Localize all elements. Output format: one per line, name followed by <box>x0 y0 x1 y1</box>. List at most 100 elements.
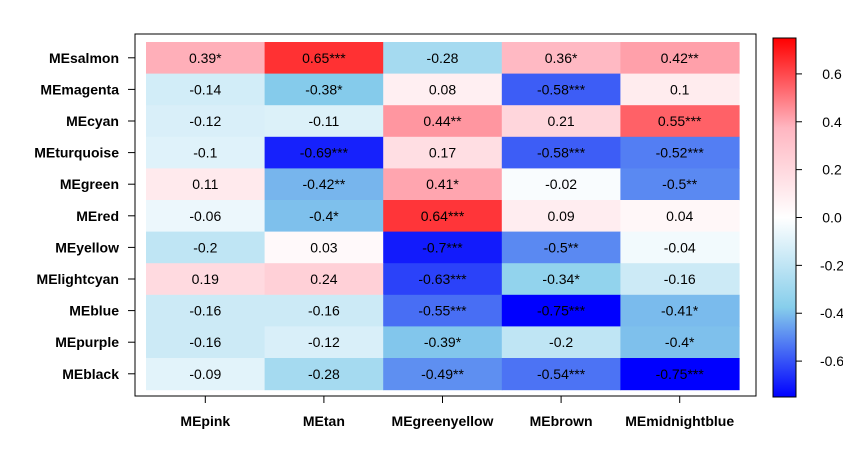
heatmap-cell <box>264 168 384 201</box>
row-label: MEblack <box>62 366 119 382</box>
heatmap-cell <box>383 105 503 138</box>
cell-value-label: 0.44** <box>423 113 462 129</box>
heatmap-cell <box>146 231 266 264</box>
cell-value-label: -0.58*** <box>537 145 586 161</box>
cell-value-label: -0.28 <box>427 50 459 66</box>
row-label: MEsalmon <box>49 50 119 66</box>
cell-value-label: -0.38* <box>305 81 343 97</box>
heatmap-cell <box>383 358 503 391</box>
cell-value-label: -0.04 <box>664 239 696 255</box>
row-label: MEpurple <box>55 334 119 350</box>
heatmap-cell <box>620 168 740 201</box>
heatmap-cell <box>146 168 266 201</box>
colorbar-gradient <box>772 37 797 398</box>
cell-value-label: 0.65*** <box>302 50 346 66</box>
heatmap-cell <box>501 326 621 359</box>
heatmap-cell <box>383 294 503 327</box>
heatmap-cell <box>620 200 740 233</box>
cell-value-label: -0.12 <box>308 334 340 350</box>
cell-value-label: 0.09 <box>547 208 574 224</box>
cell-value-label: -0.39* <box>424 334 462 350</box>
column-label: MEbrown <box>530 413 593 429</box>
cell-value-label: -0.75*** <box>656 366 705 382</box>
cell-value-label: 0.21 <box>547 113 574 129</box>
heatmap-cell <box>501 42 621 75</box>
heatmap-cell <box>383 42 503 75</box>
heatmap-cell <box>501 231 621 264</box>
heatmap-cell <box>264 136 384 169</box>
heatmap-cell <box>264 200 384 233</box>
colorbar-tick-label: -0.6 <box>820 353 843 369</box>
cell-value-label: -0.09 <box>189 366 221 382</box>
cell-value-label: 0.55*** <box>658 113 702 129</box>
cell-value-label: -0.2 <box>193 239 217 255</box>
heatmap-cell <box>146 73 266 106</box>
heatmap-cell <box>146 105 266 138</box>
plot-frame <box>134 33 757 397</box>
heatmap-cell <box>383 231 503 264</box>
heatmap-cell <box>264 231 384 264</box>
heatmap-cell <box>264 105 384 138</box>
cell-value-label: 0.03 <box>310 239 337 255</box>
heatmap-cell <box>264 294 384 327</box>
column-labels: MEpink MEtan MEgreenyellow MEbrown MEmidnigh… <box>180 396 734 429</box>
heatmap-cells: 0.39* 0.65*** -0.28 0.36* 0.42** -0.14 -0.38* 0… <box>146 42 740 391</box>
cell-value-label: -0.69*** <box>300 145 349 161</box>
heatmap-cell <box>620 326 740 359</box>
row-label: MEmagenta <box>40 81 119 97</box>
cell-value-label: 0.1 <box>670 81 690 97</box>
column-label: MEmidnightblue <box>625 413 734 429</box>
row-label: MEred <box>76 208 119 224</box>
cell-value-label: -0.49** <box>421 366 464 382</box>
cell-value-label: 0.42** <box>661 50 700 66</box>
cell-value-label: -0.63*** <box>418 271 467 287</box>
cell-value-label: -0.16 <box>664 271 696 287</box>
colorbar-tick-label: -0.2 <box>820 257 843 273</box>
heatmap-cell <box>146 358 266 391</box>
cell-value-label: -0.75*** <box>537 303 586 319</box>
cell-value-label: 0.64*** <box>421 208 465 224</box>
cell-value-label: -0.52*** <box>656 145 705 161</box>
row-label: MEgreen <box>60 176 119 192</box>
cell-value-label: -0.4* <box>665 334 695 350</box>
heatmap-cell <box>620 263 740 296</box>
cell-value-label: -0.42** <box>302 176 345 192</box>
row-label: MElightcyan <box>37 271 119 287</box>
cell-value-label: -0.02 <box>545 176 577 192</box>
row-label: MEcyan <box>66 113 119 129</box>
colorbar-tick-label: 0.0 <box>822 210 842 226</box>
cell-value-label: 0.39* <box>189 50 222 66</box>
cell-value-label: -0.06 <box>189 208 221 224</box>
heatmap-cell <box>383 168 503 201</box>
heatmap-cell <box>501 263 621 296</box>
cell-value-label: -0.5** <box>662 176 698 192</box>
cell-value-label: -0.58*** <box>537 81 586 97</box>
heatmap-cell <box>501 168 621 201</box>
heatmap-cell <box>264 358 384 391</box>
heatmap-cell <box>146 200 266 233</box>
cell-value-label: 0.17 <box>429 145 456 161</box>
cell-value-label: 0.24 <box>310 271 337 287</box>
cell-value-label: 0.19 <box>192 271 219 287</box>
heatmap-cell <box>501 73 621 106</box>
cell-value-label: -0.16 <box>189 303 221 319</box>
heatmap-cell <box>264 42 384 75</box>
heatmap-cell <box>620 358 740 391</box>
heatmap-cell <box>264 263 384 296</box>
heatmap-cell <box>146 42 266 75</box>
cell-value-label: -0.14 <box>189 81 221 97</box>
cell-value-label: -0.7*** <box>422 239 463 255</box>
heatmap-cell <box>620 231 740 264</box>
colorbar: -0.6 -0.4 -0.2 0.0 0.2 0.4 0.6 <box>772 37 843 398</box>
colorbar-tick-label: 0.2 <box>822 162 842 178</box>
heatmap-cell <box>501 136 621 169</box>
cell-value-label: -0.1 <box>193 145 217 161</box>
cell-value-label: -0.2 <box>549 334 573 350</box>
heatmap-cell <box>501 294 621 327</box>
heatmap-cell <box>146 326 266 359</box>
cell-value-label: -0.11 <box>308 113 339 129</box>
colorbar-tick-label: -0.4 <box>820 305 843 321</box>
cell-value-label: 0.04 <box>666 208 693 224</box>
heatmap-cell <box>620 294 740 327</box>
